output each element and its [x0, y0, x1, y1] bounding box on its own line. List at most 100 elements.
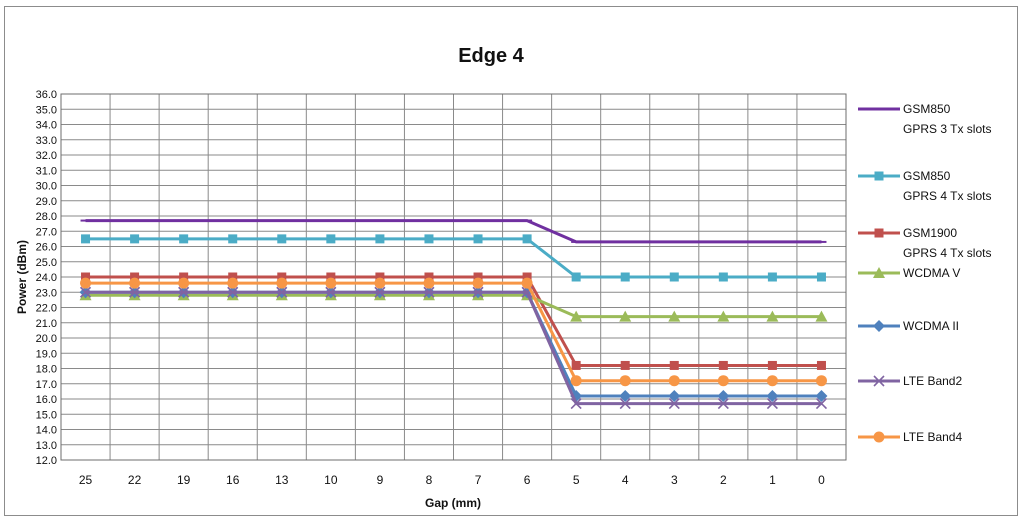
y-tick-label: 36.0 [36, 89, 57, 101]
data-point [570, 310, 583, 322]
legend-label-line2: GPRS 3 Tx slots [903, 122, 991, 136]
legend-item: LTE Band4 [858, 430, 962, 444]
legend-item: WCDMA II [858, 319, 959, 333]
data-point [80, 277, 92, 289]
data-point [816, 360, 826, 370]
data-point [375, 272, 385, 282]
x-tick-label: 19 [177, 473, 191, 487]
x-tick-label: 5 [573, 473, 580, 487]
x-tick-label: 10 [324, 473, 338, 487]
data-point [472, 286, 484, 298]
data-point [178, 277, 190, 289]
data-point [522, 272, 532, 282]
y-tick-label: 14.0 [36, 425, 57, 437]
legend-item: GSM850 GPRS 4 Tx slots [858, 169, 991, 203]
series-2 [81, 234, 826, 282]
data-point [767, 272, 777, 282]
y-tick-label: 12.0 [36, 455, 57, 467]
y-tick-label: 21.0 [36, 318, 57, 330]
legend-label-line2: GPRS 4 Tx slots [903, 189, 991, 203]
series-7 [80, 277, 827, 387]
data-point [766, 375, 778, 387]
data-point [276, 277, 288, 289]
y-tick-label: 23.0 [36, 287, 57, 299]
x-tick-label: 25 [79, 473, 93, 487]
chart-title: Edge 4 [458, 45, 524, 67]
data-point [276, 286, 288, 298]
legend-label: GSM850 [903, 102, 951, 116]
series-line [85, 281, 822, 383]
x-tick-label: 8 [426, 473, 433, 487]
y-tick-label: 32.0 [36, 150, 57, 162]
data-point [816, 272, 826, 282]
data-point [570, 398, 582, 410]
y-tick-label: 18.0 [36, 364, 57, 376]
legend-marker [874, 171, 884, 181]
data-point [179, 234, 189, 244]
data-point [521, 277, 533, 289]
data-point [619, 310, 632, 322]
x-tick-label: 0 [818, 473, 825, 487]
data-point [129, 277, 141, 289]
x-tick-label: 16 [226, 473, 240, 487]
data-point [129, 286, 141, 298]
x-tick-labels: 25 22 19 16 13 10 9 8 7 6 5 4 3 2 1 0 [79, 473, 825, 487]
data-point [79, 286, 92, 298]
data-point [619, 389, 632, 402]
data-point [668, 310, 681, 322]
data-point [619, 375, 631, 387]
y-tick-label: 22.0 [36, 303, 57, 315]
data-point [227, 277, 239, 289]
x-tick-label: 3 [671, 473, 678, 487]
data-point [277, 272, 287, 282]
legend-item: WCDMA V [858, 266, 960, 280]
legend-item: GSM1900 GPRS 4 Tx slots [858, 226, 991, 260]
data-point [374, 286, 386, 298]
data-point [424, 272, 434, 282]
data-point [717, 310, 730, 322]
legend-item: LTE Band2 [858, 374, 962, 388]
y-tick-label: 29.0 [36, 196, 57, 208]
y-tick-label: 26.0 [36, 242, 57, 254]
series-line [85, 237, 822, 279]
legend-label: WCDMA II [903, 319, 959, 333]
legend-marker [873, 320, 885, 332]
y-tick-label: 24.0 [36, 272, 57, 284]
data-point [472, 277, 484, 289]
y-tick-label: 31.0 [36, 165, 57, 177]
data-point [668, 389, 681, 402]
data-point [571, 272, 581, 282]
data-point [620, 272, 630, 282]
legend-label: WCDMA V [903, 266, 960, 280]
data-point [571, 360, 581, 370]
data-point [717, 398, 729, 410]
data-point [374, 277, 386, 289]
x-axis-title: Gap (mm) [425, 496, 481, 510]
data-point [326, 234, 336, 244]
data-point [668, 398, 680, 410]
y-tick-label: 35.0 [36, 104, 57, 116]
x-tick-label: 13 [275, 473, 289, 487]
legend-label: GSM850 [903, 169, 951, 183]
y-tick-labels: 12.0 13.0 14.0 15.0 16.0 17.0 18.0 19.0 20.0 21.0… [36, 89, 57, 467]
y-tick-label: 13.0 [36, 440, 57, 452]
y-tick-label: 34.0 [36, 120, 57, 132]
y-tick-label: 20.0 [36, 333, 57, 345]
series-line [85, 293, 822, 319]
y-axis-title: Power (dBm) [15, 240, 29, 314]
data-point [717, 375, 729, 387]
data-point [815, 389, 828, 402]
data-point [767, 360, 777, 370]
x-tick-label: 1 [769, 473, 776, 487]
data-point [423, 286, 435, 298]
y-tick-label: 19.0 [36, 348, 57, 360]
data-point [228, 272, 238, 282]
legend: GSM850 GPRS 3 Tx slots GSM850 GPRS 4 Tx slo… [858, 102, 991, 444]
legend-marker [873, 431, 885, 443]
data-point [619, 398, 631, 410]
series-lines [79, 219, 828, 410]
data-point [81, 272, 91, 282]
legend-item: GSM850 GPRS 3 Tx slots [858, 102, 991, 136]
data-point [130, 234, 140, 244]
